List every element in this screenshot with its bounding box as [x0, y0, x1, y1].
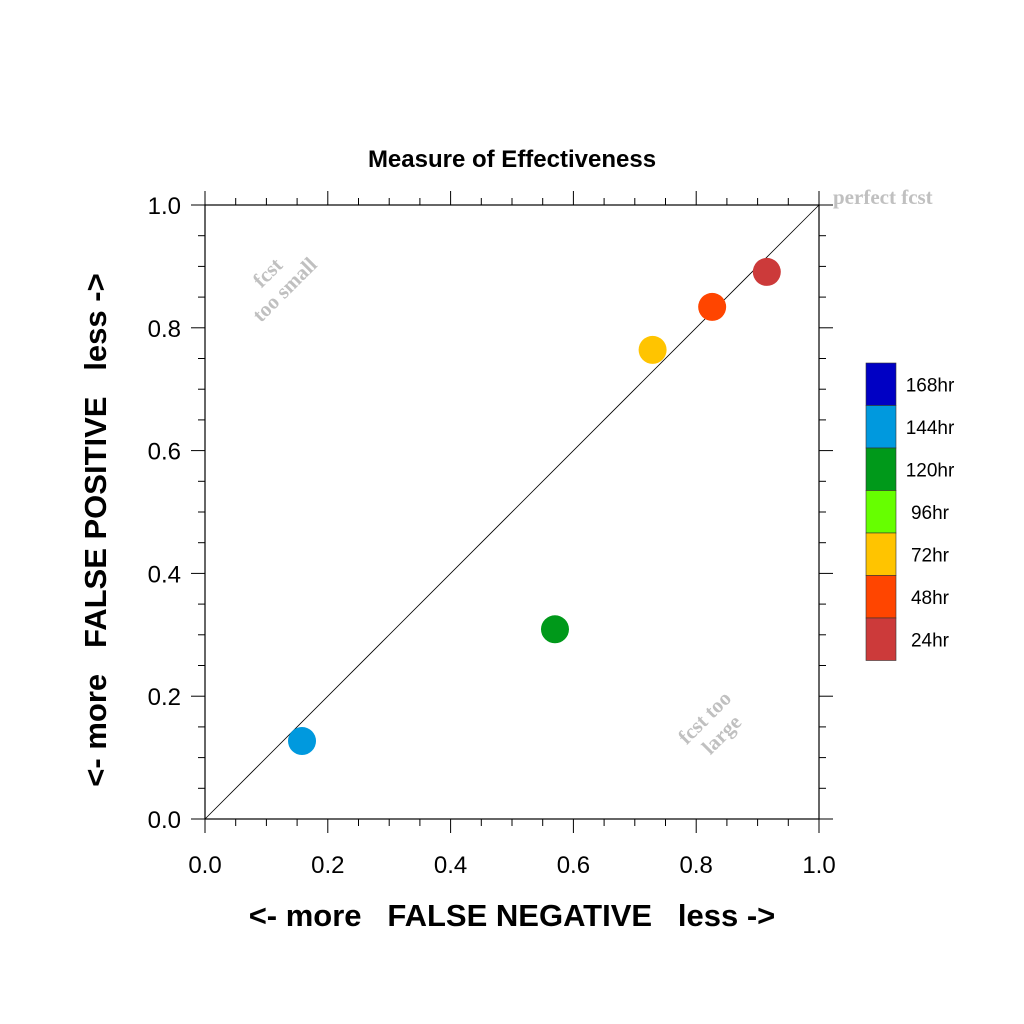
plot-area [191, 191, 833, 833]
point-120hr [540, 615, 569, 644]
perfect-fcst-annotation: perfect fcst [833, 185, 933, 209]
y-tick-label: 1.0 [148, 193, 181, 220]
legend-swatch-72hr [865, 532, 897, 576]
y-tick-label: 0.6 [148, 439, 181, 466]
point-24hr [752, 257, 781, 286]
legend-swatch-144hr [865, 405, 897, 449]
legend: 168hr 144hr 120hr 96hr 72hr 48hr 24hr [865, 362, 955, 661]
fcst-too-small-annotation: fcst too small [247, 252, 321, 326]
x-tick-label: 0.4 [434, 852, 467, 879]
point-144hr [288, 727, 317, 756]
legend-swatch-96hr [865, 490, 897, 534]
chart-title: Measure of Effectiveness [368, 146, 656, 173]
x-tick-label: 1.0 [802, 852, 835, 879]
x-tick-label: 0.6 [557, 852, 590, 879]
axis-ticks [191, 191, 833, 833]
x-tick-label: 0.0 [188, 852, 221, 879]
y-tick-label: 0.4 [148, 561, 181, 588]
legend-label-48hr: 48hr [911, 588, 950, 609]
legend-swatch-24hr [865, 617, 897, 661]
data-points [288, 257, 781, 756]
legend-label-144hr: 144hr [906, 418, 955, 439]
legend-label-96hr: 96hr [911, 503, 950, 524]
point-48hr [698, 292, 727, 321]
y-axis-title: <- more FALSE POSITIVE less -> [78, 273, 113, 786]
legend-swatch-168hr [865, 362, 897, 406]
legend-label-24hr: 24hr [911, 630, 950, 651]
legend-label-120hr: 120hr [906, 460, 955, 481]
y-tick-label: 0.8 [148, 316, 181, 343]
fcst-too-large-annotation: fcst too large [673, 686, 746, 759]
point-72hr [638, 335, 667, 364]
y-tick-label: 0.2 [148, 684, 181, 711]
x-tick-label: 0.8 [680, 852, 713, 879]
legend-swatch-48hr [865, 575, 897, 619]
legend-label-72hr: 72hr [911, 545, 950, 566]
tick-labels: 0.0 0.2 0.4 0.6 0.8 1.0 0.0 0.2 0.4 0.6 0.8 1.0 [148, 193, 836, 879]
legend-label-168hr: 168hr [906, 375, 955, 396]
y-tick-label: 0.0 [148, 807, 181, 834]
x-axis-title: <- more FALSE NEGATIVE less -> [249, 898, 776, 933]
x-tick-label: 0.2 [311, 852, 344, 879]
legend-swatch-120hr [865, 447, 897, 491]
